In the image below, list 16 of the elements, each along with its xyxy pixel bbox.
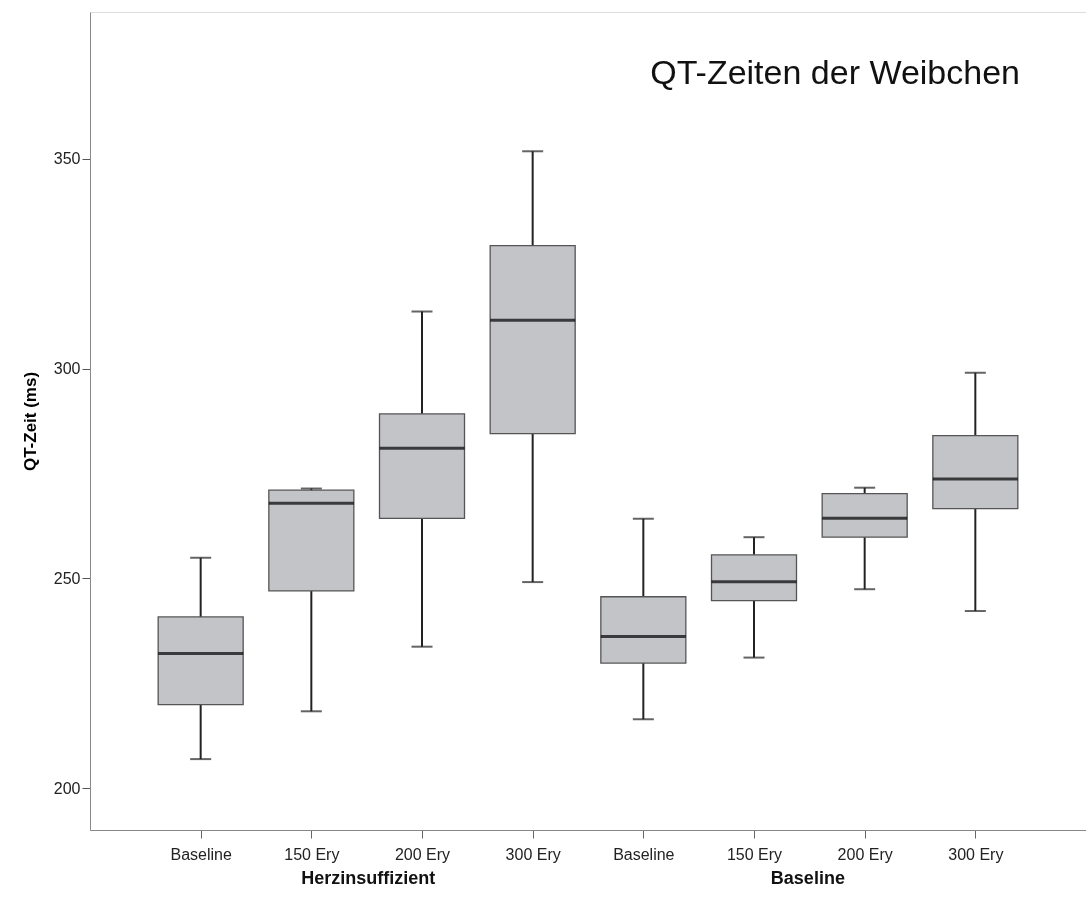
y-tick-label: 350 [53,150,81,168]
x-tick-label: 300 Ery [505,845,561,863]
y-tick-label: 250 [53,569,81,587]
y-tick-label: 300 [53,360,81,378]
x-tick-label: 200 Ery [837,845,893,863]
x-tick-label: 150 Ery [726,845,783,863]
x-tick-label: Baseline [170,845,232,863]
x-tick-label: Baseline [613,845,675,863]
y-tick-label: 200 [53,779,81,797]
text: Baseline [770,868,845,888]
x-tick-label: 300 Ery [948,845,1004,863]
text: QT-Zeiten der Weibchen [650,53,1020,91]
y-axis-title: QT-Zeit (ms) [20,371,40,472]
x-tick-label: 150 Ery [284,845,340,863]
text: Herzinsuffizient [301,868,436,888]
x-tick-label: 200 Ery [394,845,451,863]
